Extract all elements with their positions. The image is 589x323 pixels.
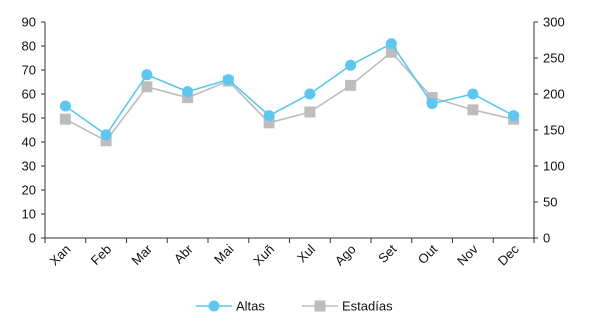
x-tick-label: Dec bbox=[495, 241, 522, 268]
legend-item-estad-as: Estadías bbox=[302, 299, 393, 314]
data-point-estad-as bbox=[385, 46, 397, 58]
data-point-altas bbox=[100, 129, 112, 141]
y-right-tick-label: 50 bbox=[543, 195, 557, 210]
data-point-estad-as bbox=[59, 113, 71, 125]
data-point-estad-as bbox=[263, 117, 275, 129]
legend-label-altas: Altas bbox=[236, 299, 265, 314]
x-tick-label: Mar bbox=[129, 241, 156, 268]
y-left-tick-label: 30 bbox=[22, 159, 36, 174]
data-point-altas bbox=[304, 88, 316, 100]
y-right-tick-label: 100 bbox=[543, 159, 565, 174]
data-point-estad-as bbox=[182, 92, 194, 104]
x-tick-label: Ago bbox=[332, 242, 359, 269]
data-point-altas bbox=[182, 86, 194, 98]
data-point-altas bbox=[345, 59, 357, 71]
y-right-tick-label: 200 bbox=[543, 87, 565, 102]
y-left-tick-label: 60 bbox=[22, 87, 36, 102]
legend-item-altas: Altas bbox=[196, 299, 265, 314]
y-left-tick-label: 50 bbox=[22, 111, 36, 126]
y-right-tick-label: 150 bbox=[543, 123, 565, 138]
legend-label-estad-as: Estadías bbox=[342, 299, 393, 314]
y-left-tick-label: 20 bbox=[22, 183, 36, 198]
x-tick-label: Feb bbox=[88, 242, 114, 268]
y-left-tick-label: 90 bbox=[22, 15, 36, 30]
series-line-estad-as bbox=[65, 51, 514, 142]
y-left-tick-label: 70 bbox=[22, 63, 36, 78]
x-tick-label: Xuñ bbox=[250, 242, 277, 269]
x-tick-label: Xan bbox=[47, 242, 74, 269]
y-right-tick-label: 300 bbox=[543, 15, 565, 30]
data-point-estad-as bbox=[100, 135, 112, 147]
data-point-altas bbox=[263, 110, 275, 122]
legend-marker-estad-as bbox=[314, 300, 326, 312]
x-tick-label: Xul bbox=[294, 241, 318, 265]
x-tick-label: Mai bbox=[211, 241, 236, 266]
data-point-estad-as bbox=[426, 92, 438, 104]
series-group bbox=[59, 38, 520, 147]
data-point-altas bbox=[467, 88, 479, 100]
data-point-altas bbox=[385, 38, 397, 50]
y-left-tick-label: 80 bbox=[22, 39, 36, 54]
y-right-tick-label: 0 bbox=[543, 231, 550, 246]
data-point-altas bbox=[59, 100, 71, 112]
series-altas bbox=[59, 38, 520, 141]
data-point-altas bbox=[508, 110, 520, 122]
data-point-altas bbox=[426, 98, 438, 110]
data-point-estad-as bbox=[141, 81, 153, 93]
data-point-estad-as bbox=[467, 104, 479, 116]
y-left-tick-label: 10 bbox=[22, 207, 36, 222]
legend-marker-altas bbox=[208, 300, 220, 312]
data-point-estad-as bbox=[345, 79, 357, 91]
y-left-tick-label: 0 bbox=[29, 231, 36, 246]
x-tick-label: Set bbox=[375, 241, 400, 266]
series-line-altas bbox=[64, 42, 514, 136]
x-tick-label: Nov bbox=[454, 241, 481, 268]
y-left-tick-label: 40 bbox=[22, 135, 36, 150]
data-point-altas bbox=[222, 74, 234, 86]
data-point-altas bbox=[141, 69, 153, 81]
y-right-tick-label: 250 bbox=[543, 51, 565, 66]
x-tick-label: Out bbox=[415, 241, 441, 267]
legend: Altas Estadías bbox=[196, 299, 393, 314]
data-point-estad-as bbox=[304, 106, 316, 118]
series-estad-as bbox=[59, 46, 520, 147]
x-tick-label: Abr bbox=[171, 241, 196, 266]
